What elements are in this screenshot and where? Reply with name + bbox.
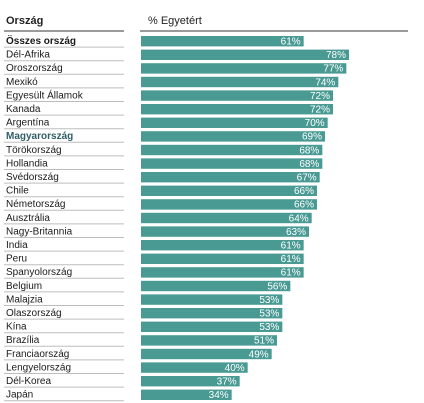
data-label: 68%	[299, 159, 319, 170]
bar	[141, 90, 333, 101]
bar	[141, 76, 339, 88]
row-label: Chile	[6, 186, 29, 197]
bar	[141, 185, 317, 196]
row-label: Spanyolország	[6, 267, 72, 278]
bar	[141, 280, 291, 292]
row-label: Japán	[6, 390, 33, 401]
bar	[141, 376, 240, 387]
row-label: Hollandia	[6, 158, 48, 169]
chart-rows: Összes ország 61% Dél-Afrika 78% Oroszország…	[4, 34, 349, 402]
bar	[141, 389, 232, 400]
row-label: Összes ország	[6, 34, 76, 47]
bar	[141, 144, 323, 156]
data-label: 40%	[225, 363, 245, 374]
data-label: 64%	[289, 213, 309, 224]
row-label: Ausztrália	[6, 213, 50, 224]
row-label: Dél-Afrika	[6, 50, 50, 61]
row-label: Oroszország	[6, 63, 63, 74]
bar	[141, 104, 333, 115]
row-label: Svédország	[6, 172, 59, 183]
data-label: 61%	[281, 241, 301, 252]
row-label: Németország	[6, 199, 65, 210]
bar	[141, 131, 325, 142]
row-label: Kína	[6, 322, 27, 333]
data-label: 67%	[297, 173, 317, 184]
data-label: 69%	[302, 132, 322, 143]
data-label: 53%	[259, 295, 279, 306]
bar	[141, 49, 349, 60]
data-label: 53%	[259, 322, 279, 333]
data-label: 51%	[254, 336, 274, 347]
bar	[141, 335, 277, 346]
data-label: 34%	[209, 390, 229, 401]
bar	[141, 226, 309, 237]
data-label: 61%	[281, 254, 301, 265]
row-label: Lengyelország	[6, 362, 71, 373]
data-label: 70%	[305, 118, 325, 129]
data-label: 68%	[299, 145, 319, 156]
row-label: Franciaország	[6, 349, 69, 360]
row-label: Egyesült Államok	[6, 88, 84, 101]
row-label: Peru	[6, 254, 27, 265]
bar	[141, 117, 328, 128]
bar	[141, 158, 323, 169]
data-label: 72%	[310, 105, 330, 116]
row-label: Brazília	[6, 335, 40, 346]
row-label: Mexikó	[6, 77, 38, 88]
row-label: Malajzia	[6, 294, 43, 305]
row-label: Nagy-Britannia	[6, 226, 73, 237]
row-label: Argentína	[6, 118, 50, 129]
bar	[141, 294, 283, 305]
data-label: 56%	[267, 281, 287, 292]
bar	[141, 253, 304, 264]
bar	[141, 267, 304, 278]
bar	[141, 348, 272, 360]
row-label: Magyarország	[6, 131, 73, 142]
row-label: India	[6, 240, 28, 251]
data-label: 77%	[323, 64, 343, 75]
bar	[141, 308, 283, 319]
data-label: 66%	[294, 200, 314, 211]
bar	[141, 36, 304, 47]
bar	[141, 240, 304, 251]
data-label: 61%	[281, 37, 301, 48]
bar	[141, 212, 312, 224]
data-label: 66%	[294, 186, 314, 197]
data-label: 63%	[286, 227, 306, 238]
data-label: 74%	[315, 77, 335, 88]
row-label: Dél-Korea	[6, 376, 51, 387]
data-label: 78%	[326, 50, 346, 61]
data-label: 49%	[249, 349, 269, 360]
bar	[141, 199, 317, 210]
data-label: 61%	[281, 268, 301, 279]
country-column-header: Ország	[6, 15, 43, 27]
row-label: Belgium	[6, 281, 42, 292]
data-label: 72%	[310, 91, 330, 102]
data-label: 53%	[259, 309, 279, 320]
bar	[141, 172, 320, 183]
data-label: 37%	[217, 377, 237, 388]
bar	[141, 63, 347, 74]
row-label: Törökország	[6, 145, 62, 156]
row-label: Kanada	[6, 104, 41, 115]
row-label: Olaszország	[6, 308, 62, 319]
bar	[141, 362, 248, 373]
bar	[141, 321, 283, 332]
value-column-header: % Egyetért	[148, 15, 202, 27]
